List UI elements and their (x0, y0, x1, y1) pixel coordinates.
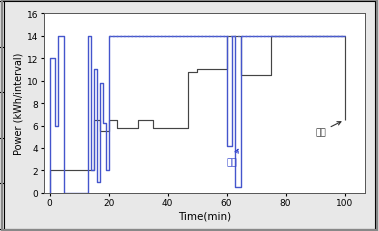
Text: 연속: 연속 (227, 150, 238, 167)
Text: 단속: 단속 (315, 122, 341, 137)
Y-axis label: Power (kWh/interval): Power (kWh/interval) (14, 53, 24, 155)
X-axis label: Time(min): Time(min) (178, 210, 231, 220)
